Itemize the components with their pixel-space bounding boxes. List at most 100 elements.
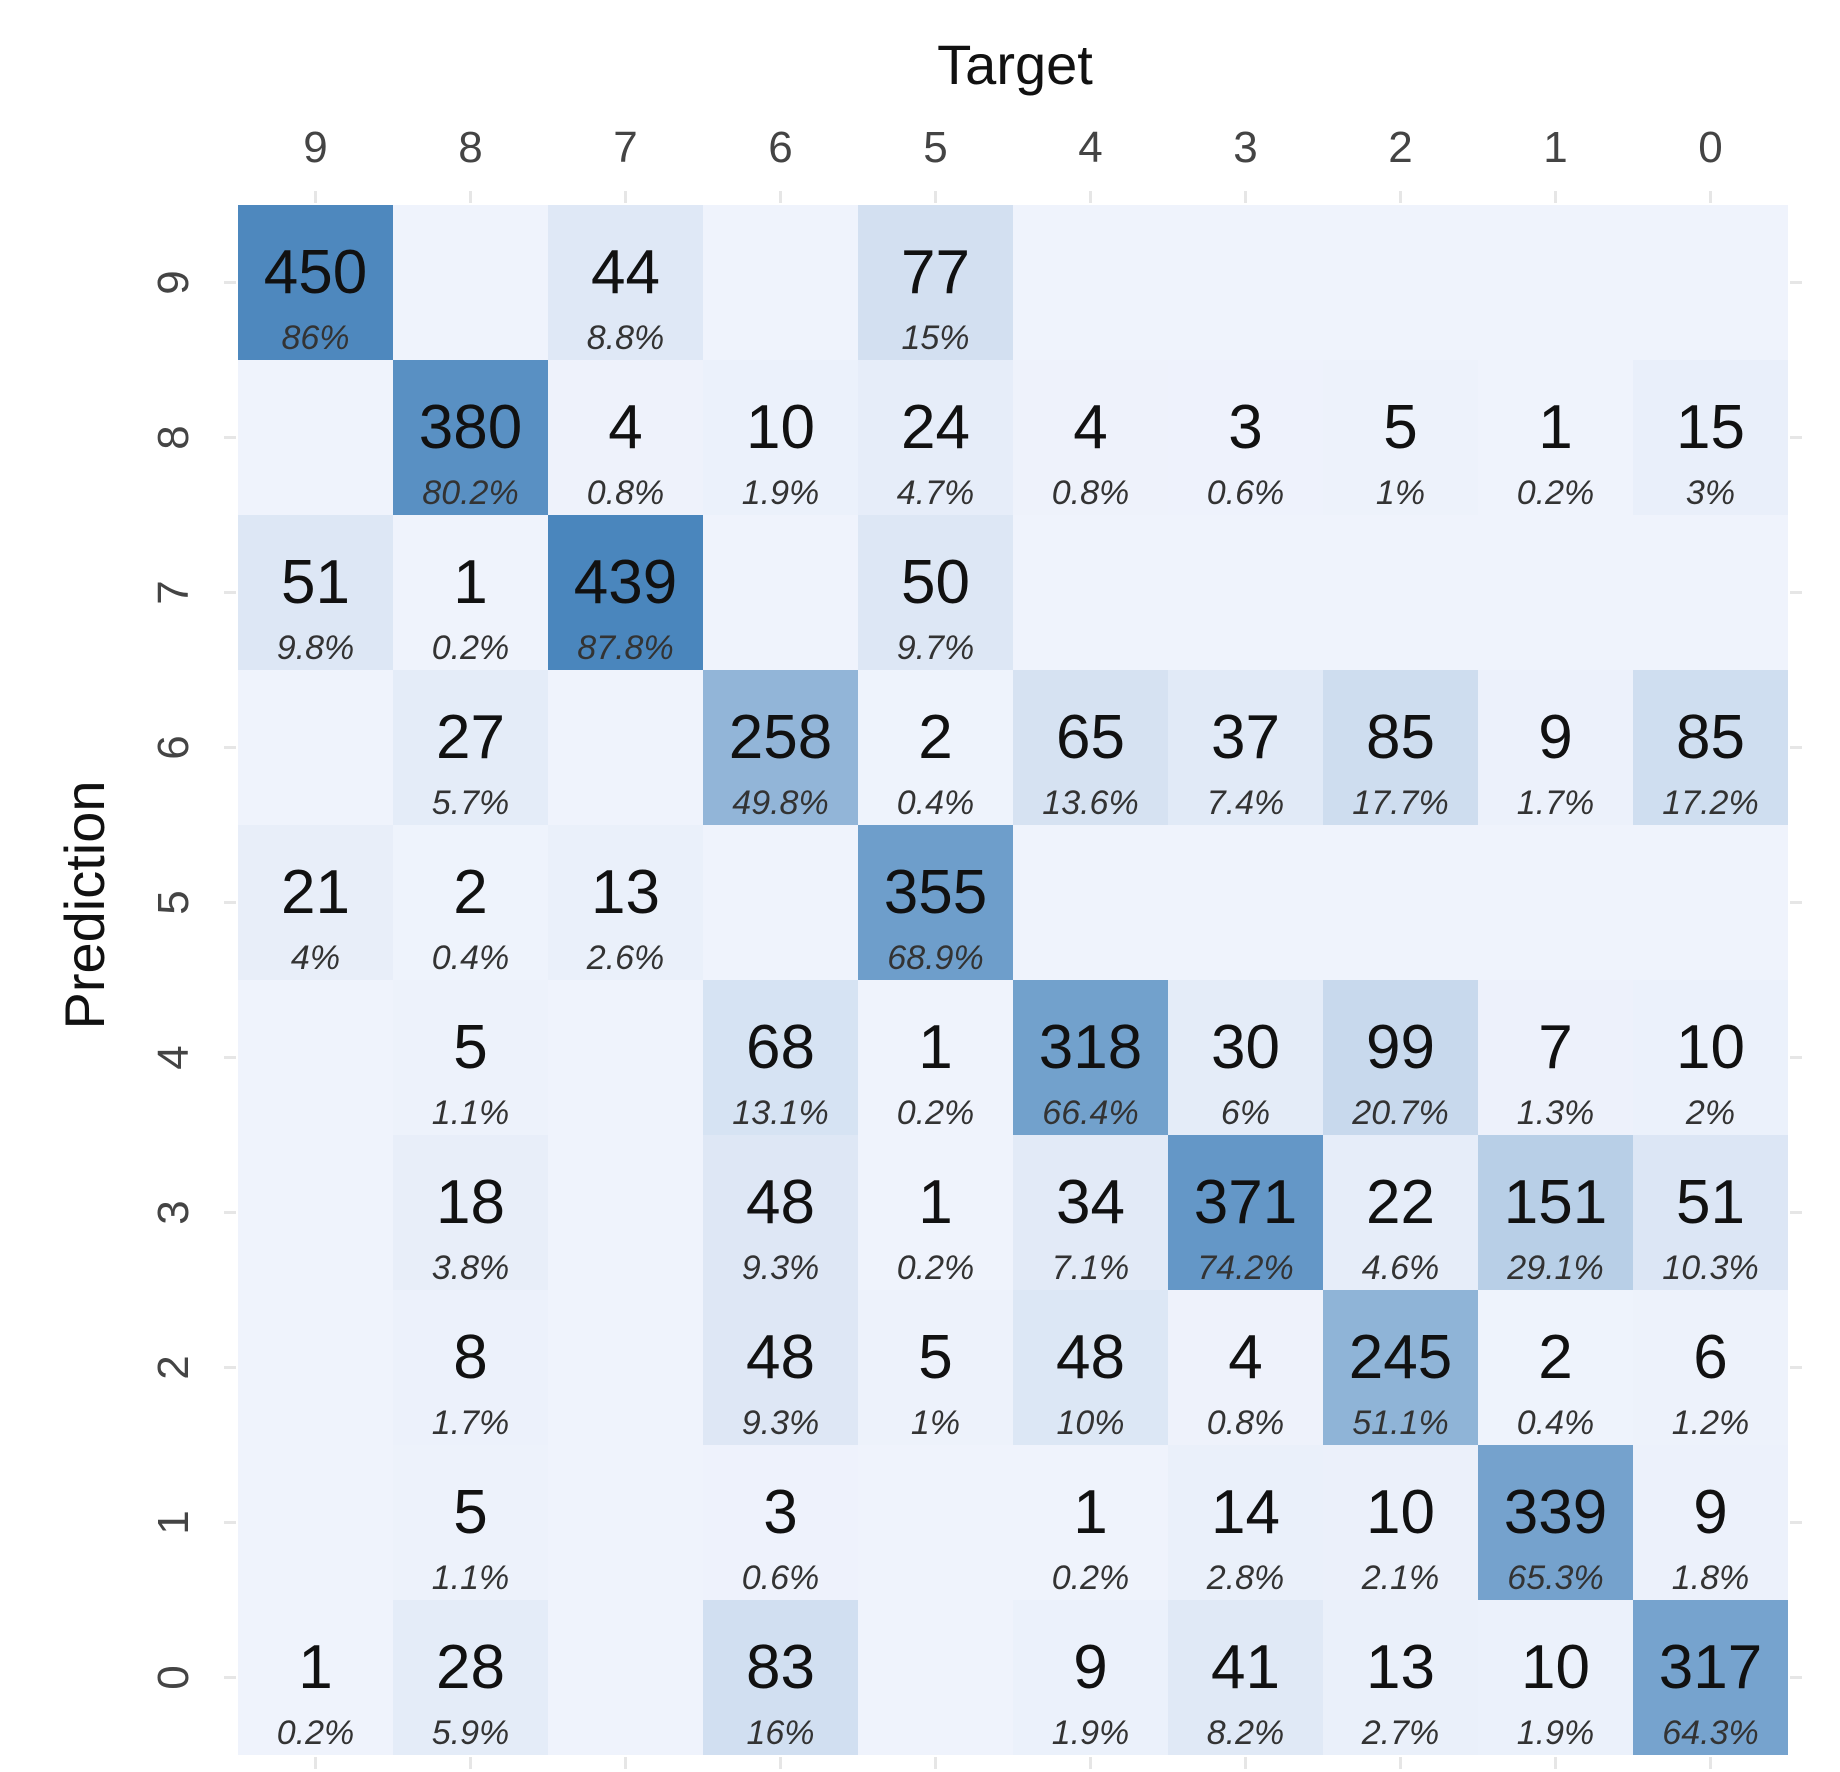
cell-count-label: 85 <box>1676 703 1745 772</box>
heatmap-cell <box>1633 980 1788 1135</box>
cell-count-label: 50 <box>901 548 970 617</box>
heatmap-cell-empty <box>1633 205 1788 360</box>
heatmap-cells: 45086%448.8%7715%38080.2%40.8%101.9%244.… <box>238 205 1788 1755</box>
y-tick-label: 8 <box>149 425 198 449</box>
cell-count-label: 5 <box>453 1478 487 1547</box>
cell-percent-label: 1.9% <box>1517 1714 1595 1752</box>
heatmap-cell-empty <box>548 670 703 825</box>
cell-percent-label: 1.9% <box>742 474 820 512</box>
cell-percent-label: 0.2% <box>1052 1559 1130 1597</box>
cell-percent-label: 0.2% <box>897 1249 975 1287</box>
cell-count-label: 21 <box>281 858 350 927</box>
heatmap-cell-empty <box>858 1445 1013 1600</box>
heatmap-cell <box>1168 980 1323 1135</box>
cell-count-label: 2 <box>918 703 952 772</box>
cell-count-label: 30 <box>1211 1013 1280 1082</box>
heatmap-cell-empty <box>1478 205 1633 360</box>
heatmap-cell-empty <box>703 825 858 980</box>
heatmap-cell <box>238 515 393 670</box>
cell-count-label: 1 <box>1073 1478 1107 1547</box>
cell-count-label: 1 <box>1538 393 1572 462</box>
cell-percent-label: 0.6% <box>1207 474 1285 512</box>
cell-count-label: 8 <box>453 1323 487 1392</box>
cell-percent-label: 29.1% <box>1506 1249 1603 1287</box>
x-tick-label: 3 <box>1233 123 1257 172</box>
cell-count-label: 48 <box>1056 1323 1125 1392</box>
cell-percent-label: 9.8% <box>277 629 355 667</box>
cell-count-label: 10 <box>746 393 815 462</box>
cell-count-label: 85 <box>1366 703 1435 772</box>
heatmap-cell <box>1323 980 1478 1135</box>
axis-ticks <box>224 191 1802 1769</box>
heatmap-cell-empty <box>238 1135 393 1290</box>
cell-percent-label: 1.1% <box>432 1559 510 1597</box>
cell-percent-label: 8.8% <box>587 319 665 357</box>
heatmap-cell <box>1168 1290 1323 1445</box>
heatmap-cell <box>1323 1445 1478 1600</box>
heatmap-cell <box>238 1600 393 1755</box>
cell-count-label: 24 <box>901 393 970 462</box>
cell-count-label: 2 <box>453 858 487 927</box>
heatmap-cell-empty <box>1168 515 1323 670</box>
heatmap-cell <box>858 1135 1013 1290</box>
cell-count-label: 7 <box>1538 1013 1572 1082</box>
heatmap-cell-empty <box>548 980 703 1135</box>
cell-count-label: 22 <box>1366 1168 1435 1237</box>
cell-count-label: 318 <box>1039 1013 1142 1082</box>
heatmap-cell-empty <box>548 1290 703 1445</box>
cell-count-label: 37 <box>1211 703 1280 772</box>
heatmap-cell <box>1633 360 1788 515</box>
cell-count-label: 48 <box>746 1323 815 1392</box>
cell-count-label: 65 <box>1056 703 1125 772</box>
y-tick-label: 7 <box>149 580 198 604</box>
cell-percent-label: 0.2% <box>1517 474 1595 512</box>
heatmap-cell <box>858 980 1013 1135</box>
heatmap-cell-empty <box>548 1600 703 1755</box>
cell-percent-label: 1.7% <box>432 1404 510 1442</box>
heatmap-cell <box>393 980 548 1135</box>
cell-percent-label: 8.2% <box>1207 1714 1285 1752</box>
cell-count-label: 5 <box>1383 393 1417 462</box>
y-tick-label: 9 <box>149 270 198 294</box>
cell-percent-label: 0.8% <box>587 474 665 512</box>
cell-percent-label: 9.3% <box>742 1404 820 1442</box>
heatmap-cell <box>1633 1445 1788 1600</box>
x-tick-label: 1 <box>1543 123 1567 172</box>
heatmap-cell-empty <box>1168 825 1323 980</box>
cell-count-label: 10 <box>1521 1633 1590 1702</box>
heatmap-cell-empty <box>238 360 393 515</box>
heatmap-cell-empty <box>238 1290 393 1445</box>
cell-percent-label: 1.9% <box>1052 1714 1130 1752</box>
y-tick-label: 4 <box>149 1045 198 1069</box>
cell-percent-label: 15% <box>901 319 969 357</box>
x-tick-label: 4 <box>1078 123 1102 172</box>
heatmap-cell <box>1168 360 1323 515</box>
cell-percent-label: 0.4% <box>897 784 975 822</box>
cell-count-label: 439 <box>574 548 677 617</box>
cell-count-label: 13 <box>591 858 660 927</box>
heatmap-cell <box>703 360 858 515</box>
cell-percent-label: 7.4% <box>1207 784 1285 822</box>
heatmap-cell-empty <box>1323 515 1478 670</box>
cell-count-label: 77 <box>901 238 970 307</box>
cell-percent-label: 0.8% <box>1207 1404 1285 1442</box>
heatmap-cell <box>703 1445 858 1600</box>
heatmap-cell <box>1013 980 1168 1135</box>
heatmap-cell-empty <box>1478 515 1633 670</box>
y-tick-label: 0 <box>149 1665 198 1689</box>
cell-count-label: 44 <box>591 238 660 307</box>
x-tick-label: 5 <box>923 123 947 172</box>
heatmap-cell <box>1013 1135 1168 1290</box>
heatmap-cell <box>548 515 703 670</box>
cell-percent-label: 5.7% <box>432 784 510 822</box>
cell-count-label: 4 <box>608 393 642 462</box>
heatmap-cell <box>1478 1600 1633 1755</box>
x-tick-label: 8 <box>458 123 482 172</box>
heatmap-cell <box>393 1135 548 1290</box>
cell-percent-label: 0.2% <box>277 1714 355 1752</box>
heatmap-cell <box>1478 1290 1633 1445</box>
heatmap-cell <box>1168 1135 1323 1290</box>
x-tick-label: 6 <box>768 123 792 172</box>
